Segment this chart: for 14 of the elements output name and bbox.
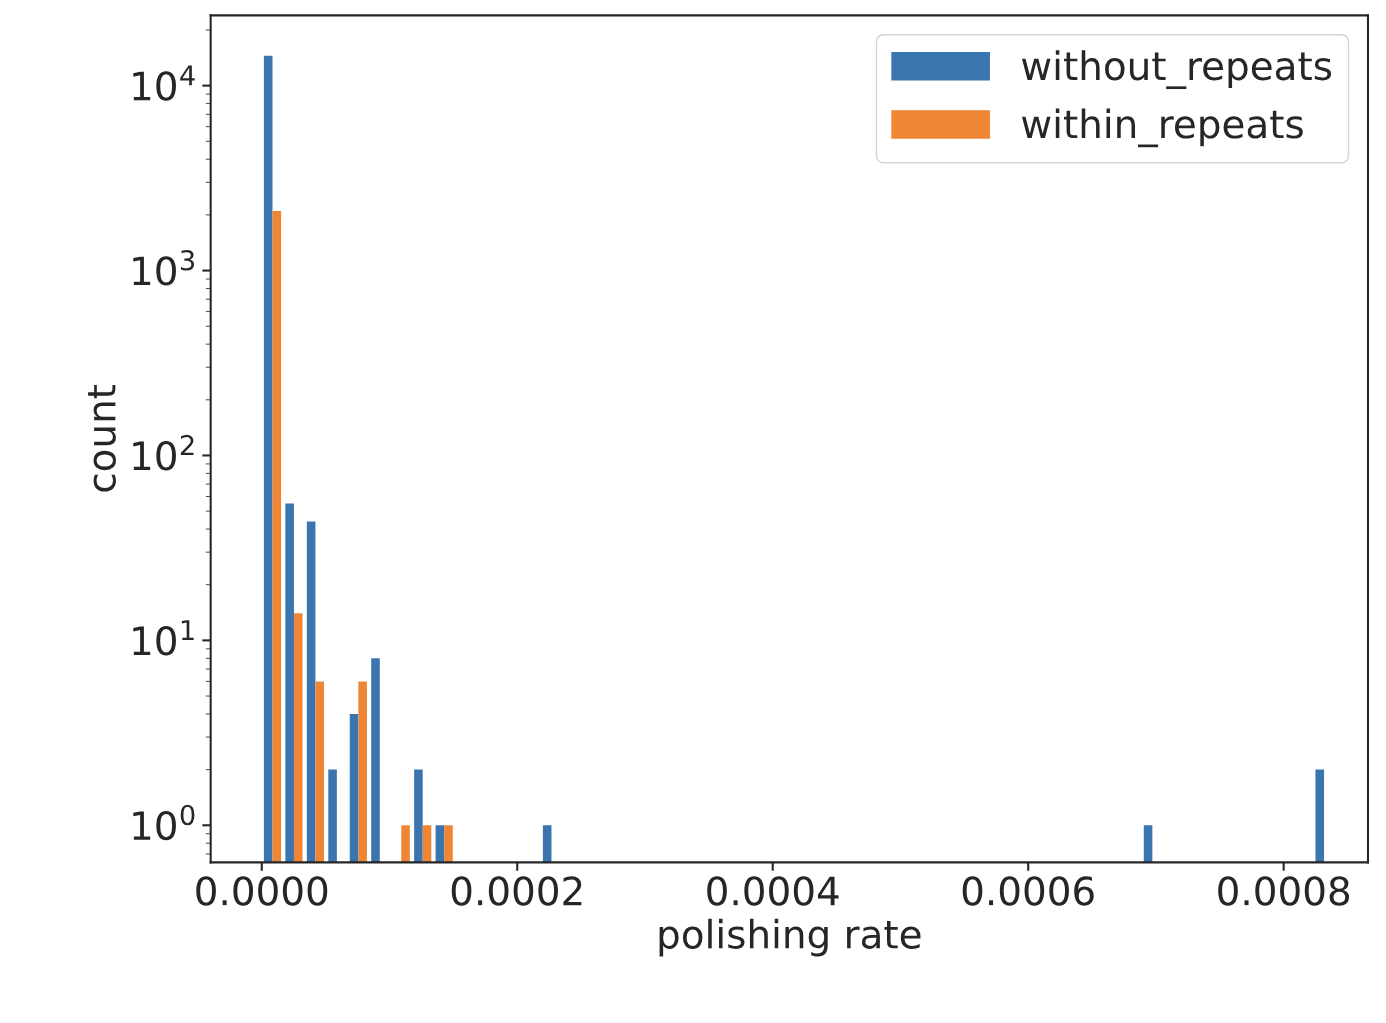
x-tick-label: 0.0004 xyxy=(707,876,839,906)
legend-label: within_repeats xyxy=(1021,108,1303,148)
y-axis-title: count xyxy=(88,384,116,492)
x-axis-title: polishing rate xyxy=(659,918,921,957)
y-tick-label: 10$^{1}$ xyxy=(133,620,194,656)
x-tick-label: 0.0000 xyxy=(196,876,328,906)
x-tick-label: 0.0002 xyxy=(451,876,582,906)
legend-label: without_repeats xyxy=(1021,50,1332,90)
y-tick-label: 10$^{0}$ xyxy=(133,804,195,841)
x-tick-label: 0.0006 xyxy=(962,876,1094,906)
y-tick-label: 10$^{2}$ xyxy=(133,434,194,471)
y-tick-label: 10$^{4}$ xyxy=(133,65,195,101)
y-tick-label: 10$^{3}$ xyxy=(133,249,195,286)
x-tick-label: 0.0008 xyxy=(1218,876,1350,906)
